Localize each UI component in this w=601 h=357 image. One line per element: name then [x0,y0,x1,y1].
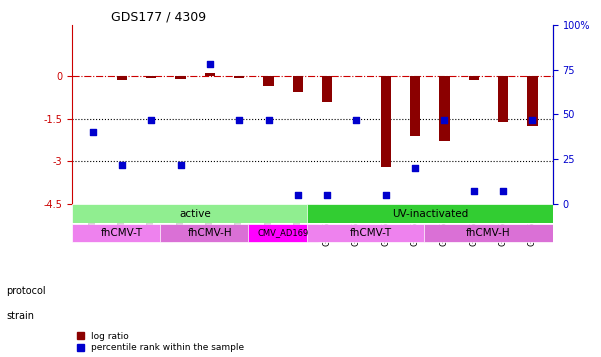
Bar [175,76,186,79]
Bar [410,76,420,136]
FancyBboxPatch shape [307,224,436,242]
Bar [322,76,332,102]
Point [440,117,450,123]
Point [147,117,156,123]
Bar [439,76,450,141]
Bar [293,76,303,92]
Bar [263,76,273,86]
Point [381,192,391,198]
Text: UV-inactivated: UV-inactivated [392,208,468,218]
FancyBboxPatch shape [72,204,319,223]
Text: strain: strain [6,311,34,321]
Point [410,165,420,171]
Legend: log ratio, percentile rank within the sample: log ratio, percentile rank within the sa… [77,332,244,352]
Bar [498,76,508,121]
Text: fhCMV-T: fhCMV-T [350,228,392,238]
Point [498,188,508,194]
Bar [234,76,245,77]
Point [469,188,478,194]
FancyBboxPatch shape [160,224,260,242]
Bar [469,76,479,80]
Text: GDS177 / 4309: GDS177 / 4309 [111,11,206,24]
Point [528,117,537,123]
Text: fhCMV-T: fhCMV-T [101,228,143,238]
Point [234,117,244,123]
Bar [380,76,391,167]
Point [205,61,215,67]
FancyBboxPatch shape [248,224,319,242]
Text: protocol: protocol [6,286,46,296]
Text: fhCMV-H: fhCMV-H [466,228,511,238]
Bar [146,76,156,77]
Point [352,117,361,123]
Bar [117,76,127,80]
Text: CMV_AD169: CMV_AD169 [258,228,309,237]
Text: fhCMV-H: fhCMV-H [188,228,232,238]
FancyBboxPatch shape [72,224,172,242]
Point [175,162,185,167]
Point [293,192,303,198]
Point [264,117,273,123]
Bar [527,76,537,126]
FancyBboxPatch shape [424,224,553,242]
FancyBboxPatch shape [307,204,553,223]
Point [322,192,332,198]
Point [88,130,97,135]
Bar [205,73,215,76]
Text: active: active [179,208,211,218]
Point [117,162,127,167]
